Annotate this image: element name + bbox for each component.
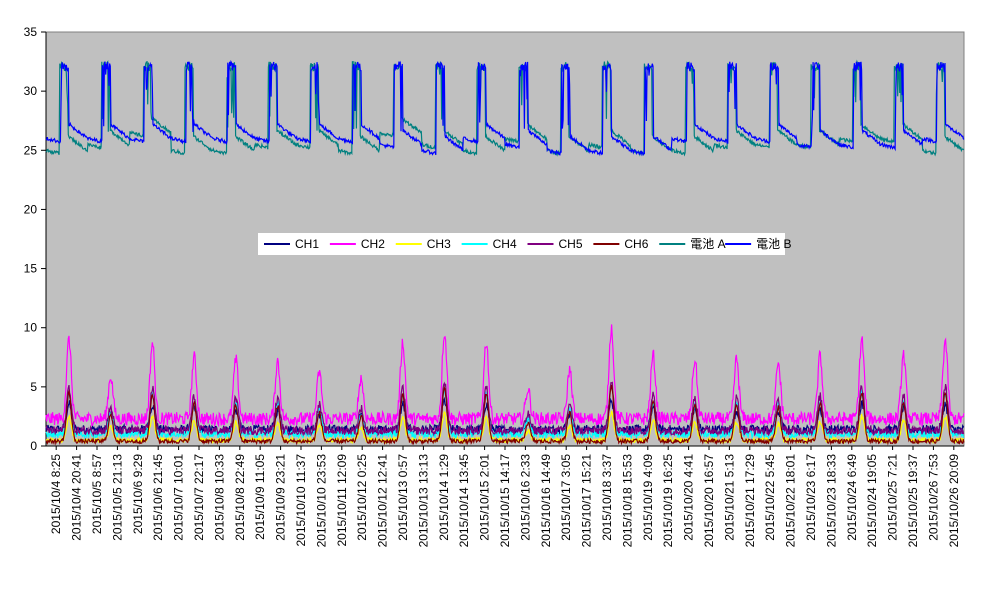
y-tick-label: 30 (24, 84, 38, 98)
series-line-5 (45, 381, 965, 438)
legend-label-2: CH2 (361, 237, 385, 251)
x-tick-label: 2015/10/16 2:33 (518, 454, 532, 541)
x-tick-label: 2015/10/22 18:01 (784, 454, 798, 548)
y-tick-label: 15 (24, 262, 38, 276)
x-tick-label: 2015/10/5 21:13 (110, 454, 124, 541)
x-tick-label: 2015/10/7 10:01 (172, 454, 186, 541)
y-tick-label: 0 (30, 439, 37, 453)
x-tick-label: 2015/10/26 20:09 (947, 454, 961, 548)
x-tick-label: 2015/10/14 13:45 (457, 454, 471, 548)
x-tick-label: 2015/10/22 5:45 (763, 454, 777, 541)
x-tick-label: 2015/10/4 8:25 (49, 454, 63, 534)
x-tick-label: 2015/10/17 15:21 (580, 454, 594, 548)
x-tick-label: 2015/10/6 21:45 (151, 454, 165, 541)
x-tick-label: 2015/10/23 6:17 (804, 454, 818, 541)
legend-label-3: CH3 (427, 237, 451, 251)
series-line-6 (45, 384, 965, 446)
x-tick-label: 2015/10/10 23:53 (314, 454, 328, 548)
y-axis: 0 5 10 15 20 25 30 35 (24, 25, 47, 453)
x-tick-label: 2015/10/23 18:33 (824, 454, 838, 548)
x-tick-label: 2015/10/11 12:09 (335, 454, 349, 547)
x-tick-label: 2015/10/26 7:53 (926, 454, 940, 541)
y-tick-label: 5 (30, 380, 37, 394)
series-layer (45, 59, 965, 446)
x-axis: 2015/10/4 8:25 2015/10/4 20:41 2015/10/5 8… (46, 445, 964, 548)
legend-label-4: CH4 (493, 237, 517, 251)
x-tick-label: 2015/10/7 22:17 (192, 454, 206, 541)
legend-label-5: CH5 (559, 237, 583, 251)
x-tick-label: 2015/10/8 22:49 (233, 454, 247, 541)
x-tick-label: 2015/10/18 3:37 (600, 454, 614, 541)
x-tick-label: 2015/10/12 12:41 (376, 454, 390, 548)
x-tick-label: 2015/10/18 15:53 (620, 454, 634, 548)
x-tick-label: 2015/10/24 19:05 (865, 454, 879, 548)
x-tick-label: 2015/10/15 2:01 (478, 454, 492, 541)
series-line-2 (45, 324, 965, 428)
x-tick-label: 2015/10/21 17:29 (743, 454, 757, 548)
x-tick-label: 2015/10/24 6:49 (845, 454, 859, 541)
x-tick-label: 2015/10/25 19:37 (906, 454, 920, 548)
x-tick-label: 2015/10/20 4:41 (682, 454, 696, 541)
x-tick-label: 2015/10/5 8:57 (90, 454, 104, 534)
legend: CH1 CH2 CH3 CH4 CH5 CH6 電池 A 電池 B (258, 233, 791, 255)
legend-label-1: CH1 (295, 237, 319, 251)
legend-label-6: CH6 (624, 237, 648, 251)
legend-label-7: 電池 A (690, 237, 725, 251)
y-tick-label: 20 (24, 202, 38, 216)
series-line-8 (45, 59, 965, 157)
x-tick-label: 2015/10/13 13:13 (416, 454, 430, 548)
legend-box (258, 233, 785, 255)
x-tick-label: 2015/10/12 0:25 (355, 454, 369, 541)
x-tick-label: 2015/10/16 14:49 (539, 454, 553, 548)
x-tick-label: 2015/10/20 16:57 (702, 454, 716, 548)
x-tick-label: 2015/10/13 0:57 (396, 454, 410, 541)
x-tick-label: 2015/10/9 11:05 (253, 454, 267, 540)
x-tick-label: 2015/10/14 1:29 (437, 454, 451, 541)
x-tick-label: 2015/10/4 20:41 (70, 454, 84, 541)
x-tick-label: 2015/10/10 11:37 (294, 454, 308, 547)
x-tick-label: 2015/10/9 23:21 (274, 454, 288, 541)
x-tick-label: 2015/10/21 5:13 (722, 454, 736, 541)
legend-label-8: 電池 B (756, 237, 791, 251)
y-tick-label: 10 (24, 321, 38, 335)
x-tick-label: 2015/10/25 7:21 (886, 454, 900, 541)
x-tick-label: 2015/10/15 14:17 (498, 454, 512, 548)
x-tick-label: 2015/10/8 10:33 (212, 454, 226, 541)
x-tick-label: 2015/10/19 4:09 (641, 454, 655, 541)
x-tick-label: 2015/10/17 3:05 (559, 454, 573, 541)
y-tick-label: 35 (24, 25, 38, 39)
y-tick-label: 25 (24, 143, 38, 157)
x-tick-label: 2015/10/6 9:29 (131, 454, 145, 534)
x-tick-label: 2015/10/19 16:25 (661, 454, 675, 548)
